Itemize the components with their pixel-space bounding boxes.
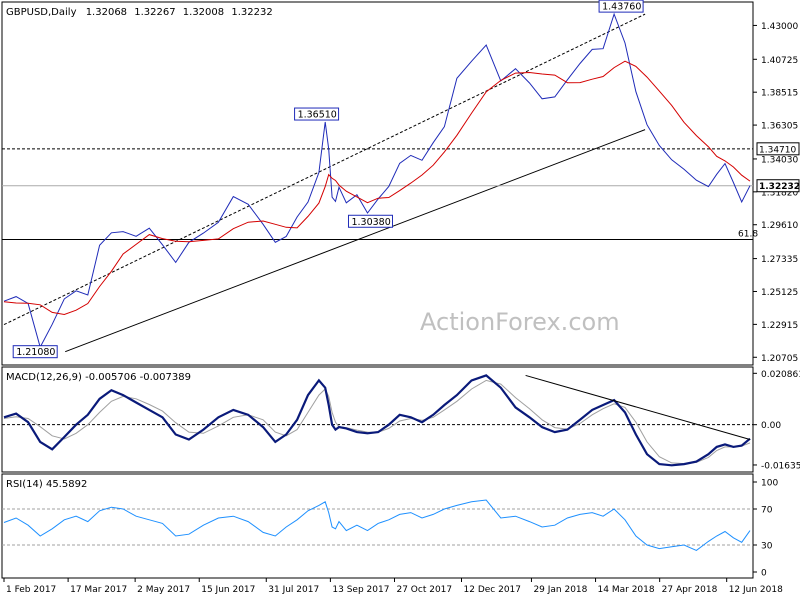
x-tick-label: 27 Apr 2018 bbox=[662, 585, 718, 595]
value-label: 1.21080 bbox=[16, 347, 55, 358]
level-label: 1.32232 bbox=[759, 182, 800, 192]
level-box bbox=[756, 179, 800, 193]
open-value: 1.32068 bbox=[86, 7, 127, 18]
axis-layer: 1.43000 1.40725 1.38515 1.36305 1.34030 1.318… bbox=[3, 22, 800, 595]
fib-label: 61.8 bbox=[738, 229, 758, 239]
level-box bbox=[756, 142, 800, 156]
rsi-line bbox=[3, 499, 751, 551]
value-label: 1.30380 bbox=[351, 217, 390, 228]
macd-label: MACD(12,26,9) -0.005706 -0.007389 bbox=[6, 372, 191, 383]
value-label-box bbox=[598, 0, 644, 13]
price-y-tick-label: 1.40725 bbox=[761, 56, 798, 66]
macd-layer bbox=[2, 374, 753, 467]
macd-panel-frame bbox=[1, 366, 754, 473]
value-label: 1.43760 bbox=[602, 2, 641, 13]
price-y-tick-label: 1.36305 bbox=[761, 122, 798, 132]
price-header: GBPUSD,Daily 1.32068 1.32267 1.32008 1.3… bbox=[6, 7, 273, 18]
rsi-layer bbox=[2, 499, 753, 551]
high-value: 1.32267 bbox=[134, 7, 175, 18]
value-label-box bbox=[347, 214, 393, 228]
price-y-tick-label: 1.29610 bbox=[761, 221, 798, 231]
x-tick-label: 15 Jun 2017 bbox=[201, 585, 255, 595]
watermark: ActionForex.com bbox=[420, 308, 620, 336]
rsi-label: RSI(14) 45.5892 bbox=[6, 479, 87, 490]
price-layer: 61.8 1.21080 1.36510 1.30380 1.43760 bbox=[2, 0, 758, 359]
rsi-panel-frame bbox=[1, 473, 754, 579]
price-y-tick-label: 1.31820 bbox=[761, 188, 798, 198]
x-tick-label: 2 May 2017 bbox=[137, 585, 190, 595]
rsi-y-tick-label: 30 bbox=[761, 542, 773, 552]
price-y-tick-label: 1.25125 bbox=[761, 288, 798, 298]
value-label-box bbox=[294, 107, 340, 121]
price-y-tick-label: 1.20705 bbox=[761, 354, 798, 364]
macd-y-tick-label: 0.00 bbox=[761, 421, 781, 431]
value-label: 1.36510 bbox=[298, 110, 337, 121]
macd-y-tick-label: 0.020861 bbox=[761, 370, 800, 380]
x-tick-label: 13 Sep 2017 bbox=[332, 585, 389, 595]
lower-channel-line bbox=[65, 129, 646, 353]
moving-average-line bbox=[3, 60, 751, 316]
price-y-tick-label: 1.34030 bbox=[761, 155, 798, 165]
macd-y-tick-label: -0.016357 bbox=[761, 461, 800, 471]
low-value: 1.32008 bbox=[183, 7, 224, 18]
rsi-y-tick-label: 0 bbox=[761, 569, 767, 579]
macd-signal-line bbox=[3, 379, 751, 465]
x-tick-label: 27 Oct 2017 bbox=[396, 585, 452, 595]
x-tick-label: 31 Jul 2017 bbox=[268, 585, 319, 595]
price-y-tick-label: 1.38515 bbox=[761, 89, 798, 99]
price-y-tick-label: 1.43000 bbox=[761, 22, 798, 32]
level-label: 1.34710 bbox=[759, 145, 796, 155]
price-panel-frame bbox=[1, 1, 754, 366]
upper-channel-line bbox=[3, 13, 646, 326]
x-tick-label: 14 Mar 2018 bbox=[598, 585, 655, 595]
x-tick-label: 12 Jun 2018 bbox=[729, 585, 783, 595]
macd-trendline bbox=[525, 374, 751, 440]
symbol-label: GBPUSD,Daily bbox=[6, 7, 77, 18]
price-y-tick-label: 1.27335 bbox=[761, 255, 798, 265]
price-y-tick-label: 1.22915 bbox=[761, 321, 798, 331]
close-value: 1.32232 bbox=[231, 7, 272, 18]
rsi-y-tick-label: 100 bbox=[761, 479, 778, 489]
macd-line bbox=[3, 374, 751, 467]
x-tick-label: 17 Mar 2017 bbox=[70, 585, 127, 595]
value-label-box bbox=[12, 345, 58, 359]
x-tick-label: 12 Dec 2017 bbox=[464, 585, 522, 595]
x-tick-label: 1 Feb 2017 bbox=[6, 585, 56, 595]
x-tick-label: 29 Jan 2018 bbox=[533, 585, 587, 595]
price-series-line bbox=[3, 12, 751, 349]
rsi-y-tick-label: 70 bbox=[761, 506, 773, 516]
